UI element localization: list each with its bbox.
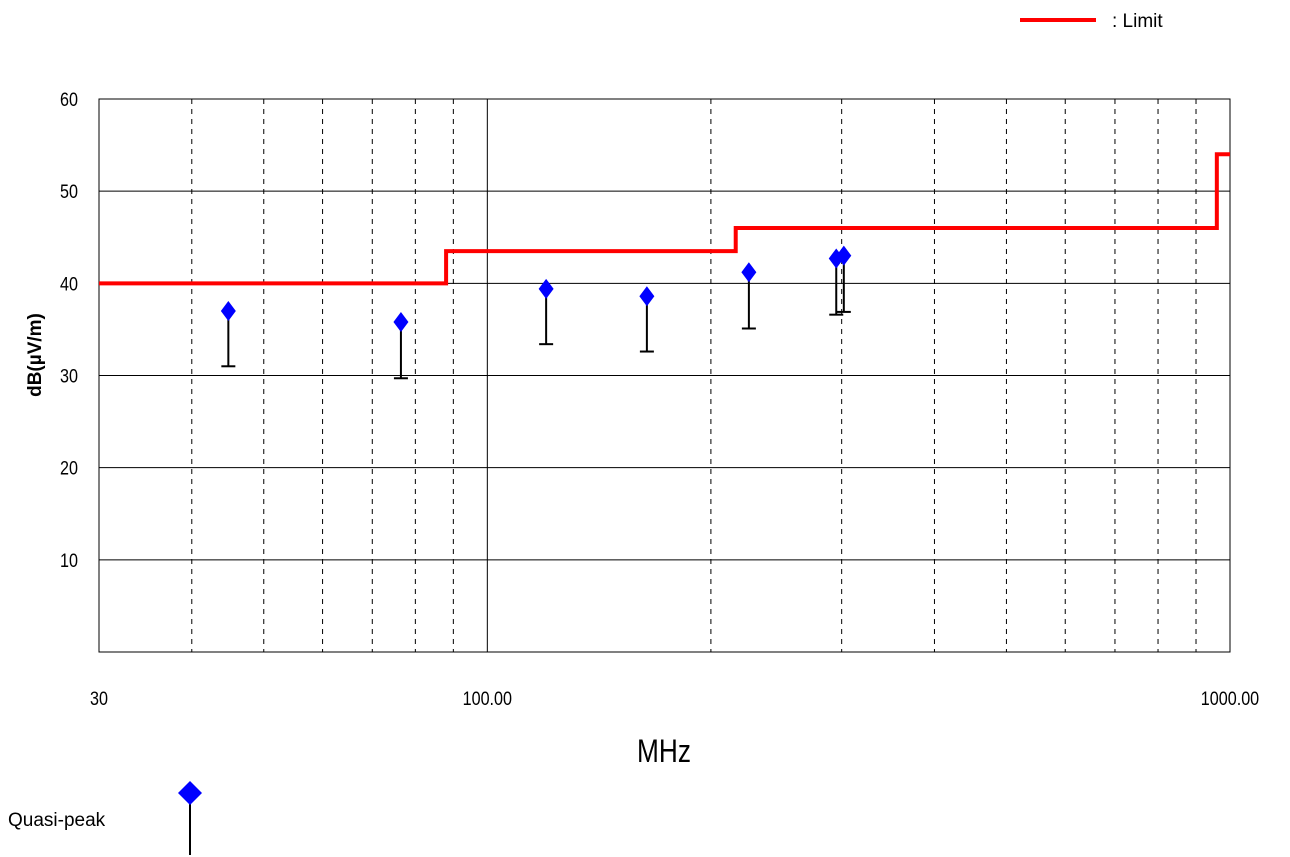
measurement-point-2	[393, 312, 409, 380]
peak-marker-7	[836, 245, 852, 266]
legend-quasi-peak-label: Quasi-peak	[8, 810, 106, 831]
peak-marker-4	[639, 286, 655, 307]
y-tick-label-60: 60	[60, 89, 78, 111]
y-tick-label-50: 50	[60, 181, 78, 203]
peak-marker-2	[393, 312, 409, 333]
x-axis-title: MHz	[637, 735, 691, 770]
peak-marker-3	[538, 278, 554, 299]
y-tick-label-10: 10	[60, 550, 78, 572]
measurement-point-1	[220, 300, 236, 368]
peak-marker-5	[741, 262, 757, 283]
plot-frame	[98, 98, 1231, 653]
x-tick-label-30: 30	[90, 688, 108, 710]
axis-ticks: 10 20 30 40 50 60 30 100.00 1000.00	[60, 89, 1259, 710]
limit-step-path	[99, 152, 1230, 286]
y-tick-label-30: 30	[60, 365, 78, 387]
x-tick-label-100: 100.00	[463, 688, 513, 710]
measurement-point-5	[741, 262, 757, 330]
data-points	[220, 245, 852, 380]
measurement-point-7	[836, 245, 852, 313]
grid	[99, 99, 1230, 652]
y-tick-label-40: 40	[60, 273, 78, 295]
measurement-point-4	[639, 286, 655, 353]
y-tick-label-20: 20	[60, 457, 78, 479]
peak-marker-1	[220, 300, 236, 321]
legend-quasi-peak-marker	[178, 781, 202, 855]
measurement-point-3	[538, 278, 554, 346]
limit-line	[99, 152, 1230, 286]
legend-limit-label: : Limit	[1112, 11, 1163, 32]
y-axis-title: dB(µV/m)	[25, 313, 46, 397]
x-tick-label-1000: 1000.00	[1201, 688, 1260, 710]
